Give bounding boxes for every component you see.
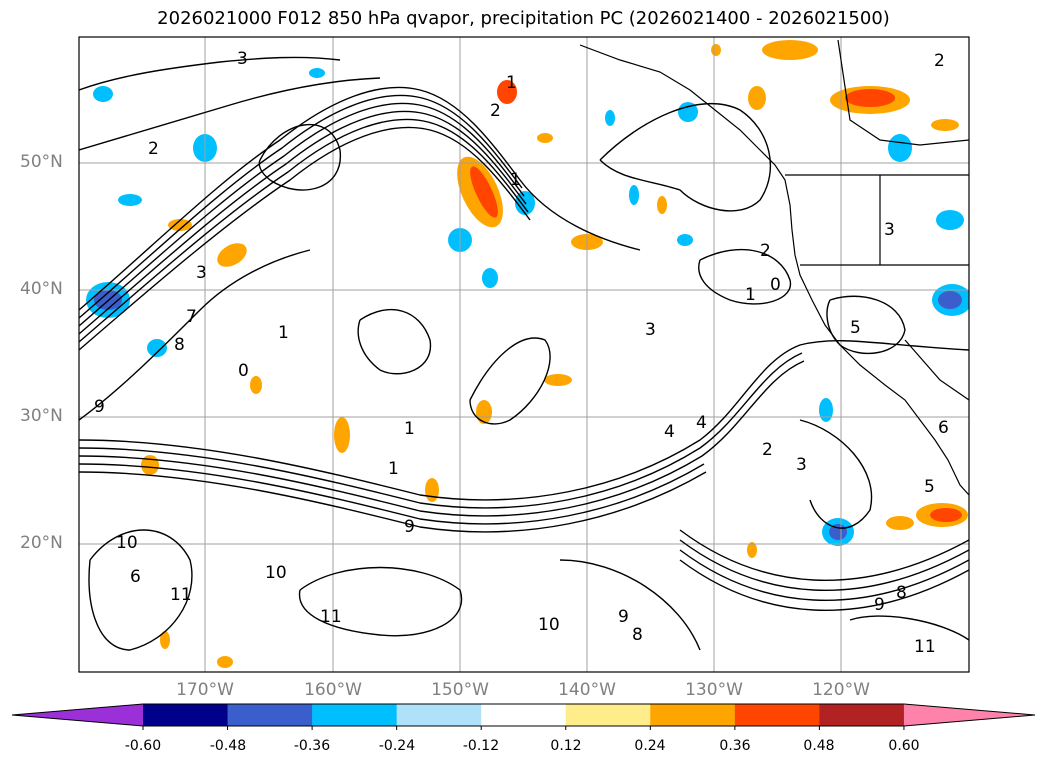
contour-label: 8 [174, 335, 185, 355]
colorbar-cell [312, 704, 398, 726]
contour-label: 1 [278, 323, 289, 343]
lon-label: 170°W [176, 680, 234, 700]
contour-label: 3 [796, 455, 807, 475]
colorbar-cells [11, 703, 1036, 730]
contour-label: 9 [94, 397, 105, 417]
contour-label: 3 [237, 49, 248, 69]
lat-label: 40°N [20, 279, 63, 299]
contour-label: 10 [538, 615, 560, 635]
colorbar-cell [650, 704, 736, 726]
colorbar-cell [396, 704, 482, 726]
colorbar-cell [143, 704, 229, 726]
map-frame [78, 36, 970, 673]
contour-label: 2 [760, 241, 771, 261]
contour-label: 4 [696, 413, 707, 433]
contour-label: 5 [924, 477, 935, 497]
colorbar-tick-label: -0.12 [462, 738, 500, 754]
contour-label-group: 3 2 1 2 1 3 1 0 1 3 2 3 4 5 6 7 8 9 10 1… [94, 49, 949, 657]
contour-label: 9 [404, 517, 415, 537]
contour-label: 1 [510, 170, 521, 190]
colorbar-tick-label: 0.60 [888, 738, 920, 754]
contour-label: 4 [664, 422, 675, 442]
colorbar-tick-label: 0.24 [634, 738, 666, 754]
colorbar-tick-label: 0.48 [803, 738, 835, 754]
contour-label: 8 [896, 583, 907, 603]
lat-label: 50°N [20, 152, 63, 172]
colorbar-tick-label: 0.36 [719, 738, 751, 754]
contour-lines [79, 56, 969, 651]
plot-title: 2026021000 F012 850 hPa qvapor, precipit… [157, 8, 890, 29]
contour-label: 11 [170, 585, 192, 605]
lat-label: 30°N [20, 406, 63, 426]
colorbar-extend-max [903, 704, 1035, 726]
contour-label: 5 [850, 318, 861, 338]
contour-label: 11 [320, 607, 342, 627]
colorbar-cell [734, 704, 820, 726]
contour-label: 8 [632, 625, 643, 645]
lon-label: 140°W [558, 680, 616, 700]
lon-label: 120°W [812, 680, 870, 700]
colorbar-tick-label: -0.24 [378, 738, 416, 754]
contour-label: 9 [618, 607, 629, 627]
contour-label: 3 [196, 263, 207, 283]
colorbar-extend-min [12, 704, 143, 726]
contour-label: 7 [186, 307, 197, 327]
contour-label: 6 [130, 567, 141, 587]
lat-label: 20°N [20, 533, 63, 553]
colorbar-cell [481, 704, 567, 726]
contour-label: 1 [388, 459, 399, 479]
coastline [579, 39, 969, 496]
contour-label: 0 [238, 361, 249, 381]
colorbar-cell [819, 704, 905, 726]
lon-label: 150°W [431, 680, 489, 700]
contour-label: 9 [874, 595, 885, 615]
contour-label: 11 [914, 637, 936, 657]
contour-label: 2 [934, 51, 945, 71]
map-background [79, 37, 969, 672]
contour-label: 1 [404, 419, 415, 439]
colorbar-tick-label: 0.12 [550, 738, 582, 754]
colorbar-tick-label: -0.36 [293, 738, 331, 754]
lon-label: 130°W [685, 680, 743, 700]
colorbar-tick-label: -0.60 [124, 738, 162, 754]
contour-label: 2 [490, 101, 501, 121]
colorbar-cell [565, 704, 651, 726]
lon-label: 160°W [304, 680, 362, 700]
contour-label: 2 [762, 440, 773, 460]
contour-label: 3 [884, 220, 895, 240]
contour-label: 6 [938, 418, 949, 438]
contour-label: 1 [506, 73, 517, 93]
contour-label: 1 [745, 285, 756, 305]
contour-label: 2 [148, 139, 159, 159]
contour-label: 10 [265, 563, 287, 583]
gridlines [79, 37, 969, 672]
contour-label: 10 [116, 533, 138, 553]
colorbar-tick-label: -0.48 [209, 738, 247, 754]
contour-label: 0 [770, 275, 781, 295]
colorbar-cell [227, 704, 313, 726]
precip-shading [86, 40, 969, 668]
contour-label: 3 [645, 320, 656, 340]
